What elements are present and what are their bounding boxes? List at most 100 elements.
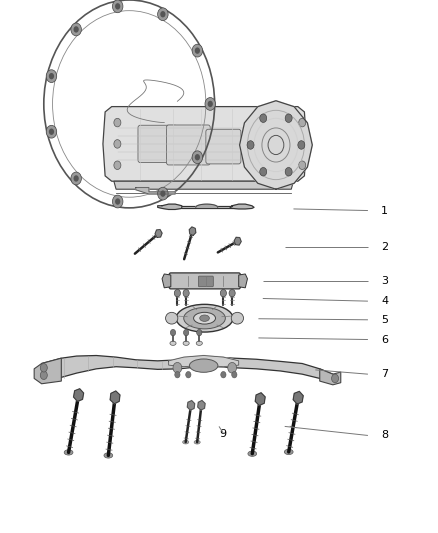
Text: 5: 5 [381,315,388,325]
Polygon shape [189,227,196,236]
Ellipse shape [194,312,215,324]
Circle shape [115,198,120,205]
FancyBboxPatch shape [138,125,177,163]
Circle shape [186,372,191,378]
Ellipse shape [194,440,200,444]
Circle shape [285,167,292,176]
Circle shape [332,374,339,383]
Circle shape [114,118,121,127]
Circle shape [114,140,121,148]
Circle shape [49,128,54,135]
Polygon shape [158,204,182,209]
Polygon shape [155,230,162,237]
Polygon shape [162,274,171,288]
Polygon shape [74,389,84,401]
Ellipse shape [183,440,189,444]
Circle shape [46,125,57,138]
Polygon shape [198,400,205,410]
Circle shape [299,161,306,169]
Text: 6: 6 [381,335,388,344]
Circle shape [175,372,180,378]
Ellipse shape [64,450,73,455]
Ellipse shape [248,451,257,456]
Polygon shape [187,401,195,410]
Circle shape [74,175,79,182]
Circle shape [298,141,305,149]
Circle shape [195,154,200,160]
Circle shape [205,98,215,110]
Ellipse shape [189,359,218,372]
Circle shape [113,195,123,208]
Ellipse shape [176,304,233,332]
Circle shape [183,289,189,297]
Circle shape [192,44,203,57]
Circle shape [208,101,213,107]
Circle shape [40,364,47,372]
Ellipse shape [183,341,189,345]
Circle shape [220,289,226,297]
Polygon shape [320,369,341,385]
Polygon shape [234,237,241,245]
Polygon shape [239,274,247,288]
FancyBboxPatch shape [206,129,241,164]
Ellipse shape [170,341,176,345]
Circle shape [173,362,182,373]
Circle shape [260,114,267,123]
Circle shape [40,371,47,379]
FancyBboxPatch shape [169,273,240,289]
Circle shape [221,372,226,378]
Circle shape [229,289,235,297]
Circle shape [247,141,254,149]
Circle shape [160,190,166,197]
Circle shape [299,118,306,127]
Circle shape [197,329,202,336]
Polygon shape [34,358,61,384]
Circle shape [232,372,237,378]
Polygon shape [240,101,312,189]
Circle shape [71,172,81,185]
Polygon shape [293,391,303,404]
Circle shape [115,3,120,10]
Circle shape [228,362,237,373]
Circle shape [71,23,81,36]
Polygon shape [230,204,254,209]
Ellipse shape [166,312,178,324]
Ellipse shape [284,449,293,455]
Text: 9: 9 [219,430,226,439]
FancyBboxPatch shape [198,276,213,287]
Circle shape [49,73,54,79]
Text: 8: 8 [381,431,388,440]
Circle shape [174,289,180,297]
Polygon shape [182,206,232,208]
Text: 4: 4 [381,296,388,306]
Circle shape [260,167,267,176]
Circle shape [74,26,79,33]
FancyBboxPatch shape [166,125,210,165]
Circle shape [114,161,121,169]
Circle shape [158,187,168,200]
Polygon shape [136,188,175,194]
Polygon shape [114,181,293,189]
Circle shape [160,11,166,18]
Circle shape [195,47,200,54]
Text: 2: 2 [381,242,388,252]
Polygon shape [42,356,333,384]
Ellipse shape [200,315,209,321]
Circle shape [158,8,168,21]
Polygon shape [103,107,307,181]
Circle shape [184,329,189,336]
Text: 1: 1 [381,206,388,215]
Circle shape [192,151,203,164]
Polygon shape [255,393,265,406]
Circle shape [170,329,176,336]
Ellipse shape [104,453,113,458]
Ellipse shape [184,308,226,329]
Ellipse shape [196,341,202,345]
Circle shape [285,114,292,123]
Polygon shape [110,391,120,403]
Text: 7: 7 [381,369,388,379]
Polygon shape [169,356,239,367]
Polygon shape [196,204,218,207]
Circle shape [113,0,123,13]
Text: 3: 3 [381,277,388,286]
